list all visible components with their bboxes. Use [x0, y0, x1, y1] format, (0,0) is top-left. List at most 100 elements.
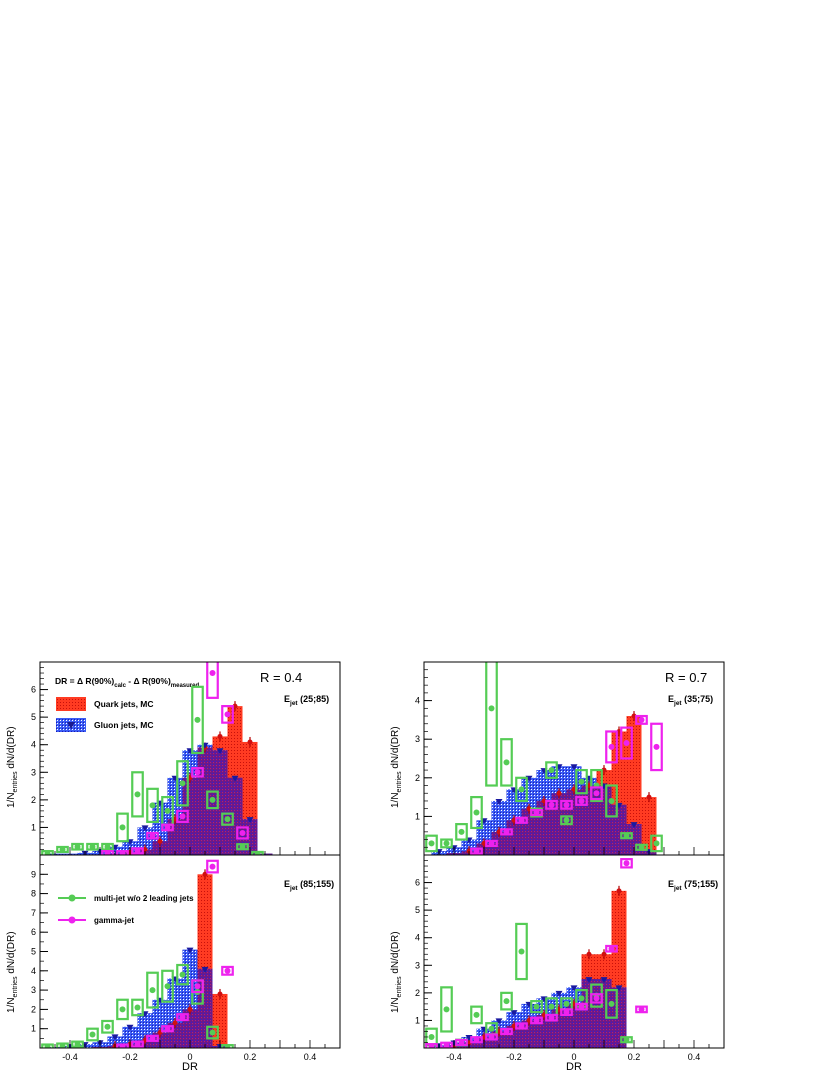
multijet-point [74, 1041, 81, 1048]
gamma-box [590, 993, 603, 1004]
gluon-marker [141, 825, 149, 832]
gluon-marker [201, 966, 209, 973]
multijet-box [590, 768, 603, 803]
gamma-point [209, 863, 216, 870]
multijet-point [563, 817, 570, 824]
multijet-point [488, 705, 495, 712]
multijet-point [89, 843, 96, 850]
overlap-bar [611, 804, 627, 855]
multijet-box [575, 768, 588, 795]
panel-top-right: 1 2 3 4 Ejet (35;75) [415, 661, 725, 856]
y-tick-label: 7 [31, 908, 36, 918]
legend-label-gamma: gamma-jet [94, 916, 134, 925]
multijet-box [470, 1005, 483, 1025]
y-tick-label: 4 [415, 696, 420, 706]
gamma-box [620, 726, 633, 760]
gamma-box [545, 799, 558, 810]
gamma-point [548, 1014, 555, 1021]
overlap-bar [167, 819, 183, 855]
overlap-bar [197, 968, 213, 1048]
overlap-bar [596, 785, 612, 855]
y-tick-label: 2 [415, 773, 420, 783]
gamma-point [518, 1022, 525, 1029]
multijet-box [500, 991, 513, 1011]
gamma-box [221, 965, 234, 976]
multijet-box [455, 823, 468, 841]
panels: 1 2 3 4 5 6 Ejet (25;85) 1 2 3 4 5 6 7 8 9 -0.4 -0.2 0 0.2 0… [31, 661, 725, 1062]
y-tick-label: 4 [31, 966, 36, 976]
gamma-point [194, 983, 201, 990]
multijet-box [545, 761, 558, 779]
multijet-box [146, 787, 159, 824]
overlap-bar [212, 750, 228, 855]
multijet-box [605, 784, 618, 818]
x-tick-label: 0 [571, 1052, 576, 1062]
r-label-right: R = 0.7 [665, 670, 707, 685]
multijet-point [563, 1000, 570, 1007]
gluon-marker [600, 977, 608, 984]
x-tick-label: -0.4 [62, 1052, 78, 1062]
overlap-bar [491, 831, 507, 855]
multijet-point [473, 809, 480, 816]
multijet-point [224, 1044, 231, 1048]
gamma-point [593, 995, 600, 1002]
y-tick-label: 2 [31, 795, 36, 805]
y-tick-label: 1 [31, 1024, 36, 1034]
multijet-point [623, 1036, 630, 1043]
gamma-box [206, 859, 219, 874]
x-tick-label: 0.2 [628, 1052, 641, 1062]
multijet-point [104, 843, 111, 850]
y-tick-label: 1 [415, 811, 420, 821]
quark-marker [247, 739, 253, 745]
y-tick-label: 6 [415, 878, 420, 888]
energy-label: Ejet (25;85) [284, 694, 329, 707]
quark-marker [187, 1006, 193, 1012]
gamma-box [206, 662, 219, 699]
gamma-point [473, 1036, 480, 1043]
y-tick-label: 6 [31, 927, 36, 937]
gluon-marker [126, 1024, 134, 1031]
gamma-point [503, 828, 510, 835]
multijet-box [116, 812, 129, 843]
multijet-box [161, 969, 174, 1003]
gluon-bar [107, 846, 123, 855]
panel-bottom-right: 1 2 3 4 5 6 -0.4 -0.2 0 0.2 0.4 Ejet (75;155) [415, 854, 725, 1062]
multijet-point [503, 998, 510, 1005]
multijet-point [488, 1025, 495, 1032]
gamma-point [653, 743, 660, 750]
gamma-point [209, 670, 216, 677]
y-tick-label: 3 [415, 960, 420, 970]
energy-label: Ejet (85;155) [284, 879, 334, 892]
multijet-box [131, 771, 144, 818]
multijet-box [101, 1019, 114, 1034]
multijet-point [89, 1031, 96, 1038]
gamma-point [518, 817, 525, 824]
legend-label-multijet: multi-jet w/o 2 leading jets [94, 894, 194, 903]
multijet-box [206, 1025, 219, 1040]
multijet-box [221, 812, 234, 826]
gluon-marker [615, 985, 623, 992]
gamma-box [650, 722, 663, 772]
multijet-point [59, 1043, 66, 1048]
y-tick-label: 4 [415, 933, 420, 943]
gamma-point [179, 1014, 186, 1021]
multijet-box [530, 1000, 543, 1014]
multijet-point [194, 716, 201, 723]
overlap-bar [581, 785, 597, 855]
x-tick-label: -0.4 [446, 1052, 462, 1062]
plot-area [425, 662, 663, 855]
gamma-point [473, 848, 480, 855]
multijet-point [548, 1003, 555, 1010]
multijet-point [623, 832, 630, 839]
gluon-marker [231, 775, 239, 782]
multijet-point [533, 1003, 540, 1010]
gluon-marker [495, 798, 503, 805]
r-label-left: R = 0.4 [260, 670, 302, 685]
gamma-box [620, 858, 633, 869]
gamma-point [608, 743, 615, 750]
gamma-box [191, 979, 204, 994]
multijet-point [548, 767, 555, 774]
gamma-point [488, 1033, 495, 1040]
quark-bar [626, 716, 642, 855]
gamma-point [239, 829, 246, 836]
